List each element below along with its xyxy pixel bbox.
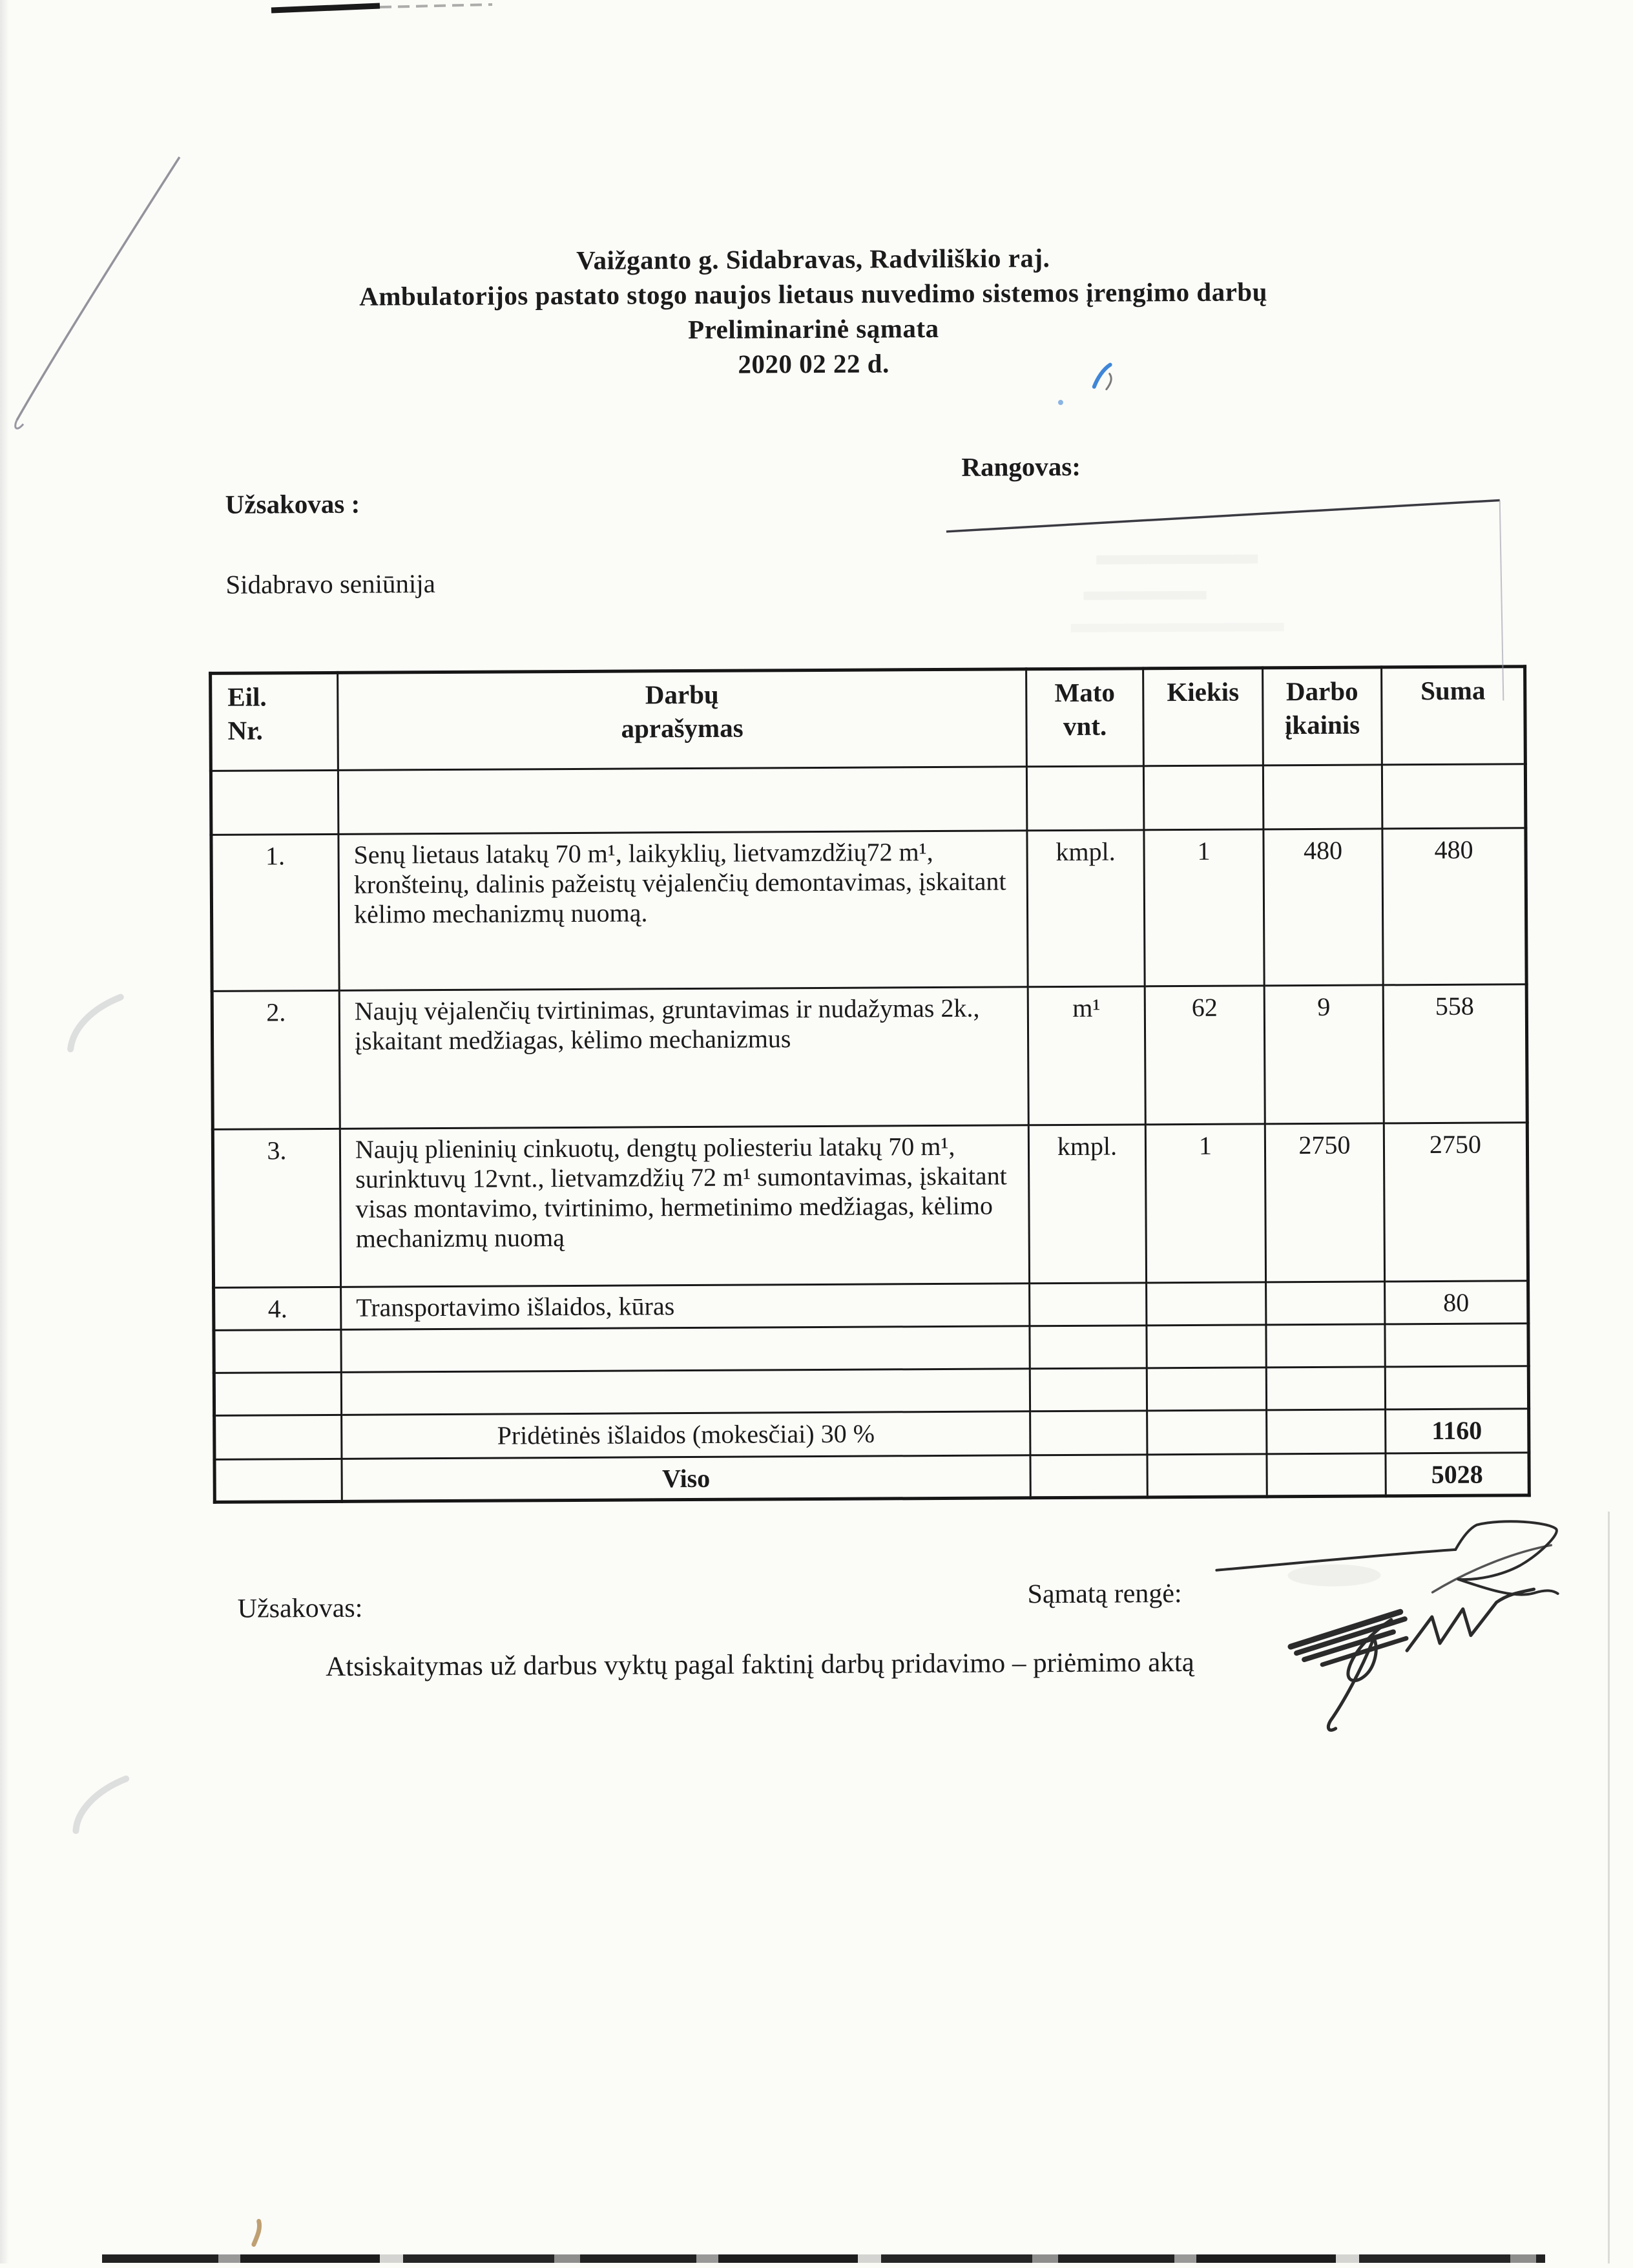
estimate-table: Eil. Nr. Darbų aprašymas Mato vnt. Kieki… — [209, 665, 1531, 1504]
row-quantity — [1146, 1282, 1266, 1326]
row-sum: 2750 — [1384, 1122, 1528, 1282]
overhead-sum: 1160 — [1385, 1408, 1529, 1453]
row-description: Transportavimo išlaidos, kūras — [340, 1283, 1030, 1330]
empty-row — [213, 1323, 1529, 1373]
total-sum: 5028 — [1385, 1452, 1530, 1496]
header-darbo: Darbo — [1285, 676, 1358, 707]
row-quantity: 1 — [1143, 829, 1265, 986]
footer-customer-label: Užsakovas: — [237, 1593, 363, 1624]
header-ikainis: įkainis — [1284, 709, 1360, 740]
header-aprasymas: aprašymas — [621, 713, 744, 744]
empty-row — [214, 1366, 1529, 1416]
row-sum: 558 — [1383, 984, 1528, 1123]
customer-name: Sidabravo seniūnija — [225, 568, 436, 599]
erased-text-smudges — [1070, 554, 1284, 632]
scan-left-edge-shading — [0, 0, 9, 2263]
header-vnt: vnt. — [1063, 711, 1107, 741]
row-rate: 9 — [1264, 984, 1384, 1124]
header-darbu: Darbų — [645, 679, 719, 710]
row-rate: 2750 — [1265, 1123, 1385, 1282]
row-unit: m¹ — [1028, 986, 1146, 1125]
handwritten-signature — [1215, 1520, 1559, 1732]
total-label: Viso — [341, 1455, 1031, 1502]
customer-label: Užsakovas : — [225, 488, 360, 519]
overhead-row: Pridėtinės išlaidos (mokesčiai) 30 % 116… — [214, 1408, 1529, 1460]
payment-note: Atsiskaitymas už darbus vyktų pagal fakt… — [326, 1647, 1194, 1682]
header-mato: Mato — [1054, 677, 1116, 708]
scan-right-paper-edge — [1608, 1512, 1610, 2263]
table-header-row: Eil. Nr. Darbų aprašymas Mato vnt. Kieki… — [210, 666, 1526, 771]
header-mato-vnt: Mato vnt. — [1026, 668, 1144, 767]
contractor-label: Rangovas: — [961, 451, 1081, 482]
row-unit: kmpl. — [1026, 829, 1145, 987]
row-quantity: 1 — [1145, 1123, 1266, 1283]
header-nr: Nr. — [227, 715, 263, 745]
row-number: 2. — [212, 990, 340, 1130]
row-number: 1. — [211, 834, 340, 992]
row-unit: kmpl. — [1028, 1124, 1147, 1284]
table-row: 3. Naujų plieninių cinkuotų, dengtų poli… — [213, 1122, 1528, 1288]
header-suma: Suma — [1381, 666, 1526, 765]
row-description: Naujų vėjalenčių tvirtinimas, gruntavima… — [339, 986, 1029, 1129]
header-kiekis: Kiekis — [1143, 667, 1264, 766]
row-quantity: 62 — [1145, 985, 1265, 1125]
row-rate — [1265, 1281, 1385, 1325]
row-description: Senų lietaus latakų 70 m¹, laikyklių, li… — [338, 830, 1028, 991]
header-darbo-ikainis: Darbo įkainis — [1262, 667, 1382, 765]
row-sum: 80 — [1384, 1280, 1528, 1324]
footer-prepared-by-label: Sąmatą rengė: — [1027, 1579, 1182, 1610]
table-row: 1. Senų lietaus latakų 70 m¹, laikyklių,… — [211, 827, 1527, 992]
header-eil-nr: Eil. Nr. — [210, 672, 338, 771]
pencil-mark — [251, 2219, 262, 2247]
table-row: 4. Transportavimo išlaidos, kūras 80 — [213, 1280, 1528, 1331]
row-unit — [1029, 1282, 1147, 1326]
row-number: 4. — [213, 1287, 341, 1331]
document-title: Vaižganto g. Sidabravas, Radviliškio raj… — [0, 237, 1630, 385]
scan-bottom-edge-strip — [102, 2254, 1545, 2263]
overhead-label: Pridėtinės išlaidos (mokesčiai) 30 % — [341, 1411, 1030, 1459]
scan-smudge — [1287, 1564, 1381, 1587]
empty-spacer-row — [211, 764, 1526, 835]
row-description: Naujų plieninių cinkuotų, dengtų poliest… — [340, 1125, 1030, 1287]
row-rate: 480 — [1263, 828, 1384, 986]
table-row: 2. Naujų vėjalenčių tvirtinimas, gruntav… — [212, 984, 1528, 1130]
header-darbu-aprasymas: Darbų aprašymas — [337, 669, 1027, 771]
margin-pencil-arcs — [67, 994, 130, 1835]
total-row: Viso 5028 — [214, 1452, 1530, 1503]
header-eil: Eil. — [227, 681, 267, 712]
row-sum: 480 — [1382, 827, 1527, 985]
row-number: 3. — [213, 1129, 341, 1288]
